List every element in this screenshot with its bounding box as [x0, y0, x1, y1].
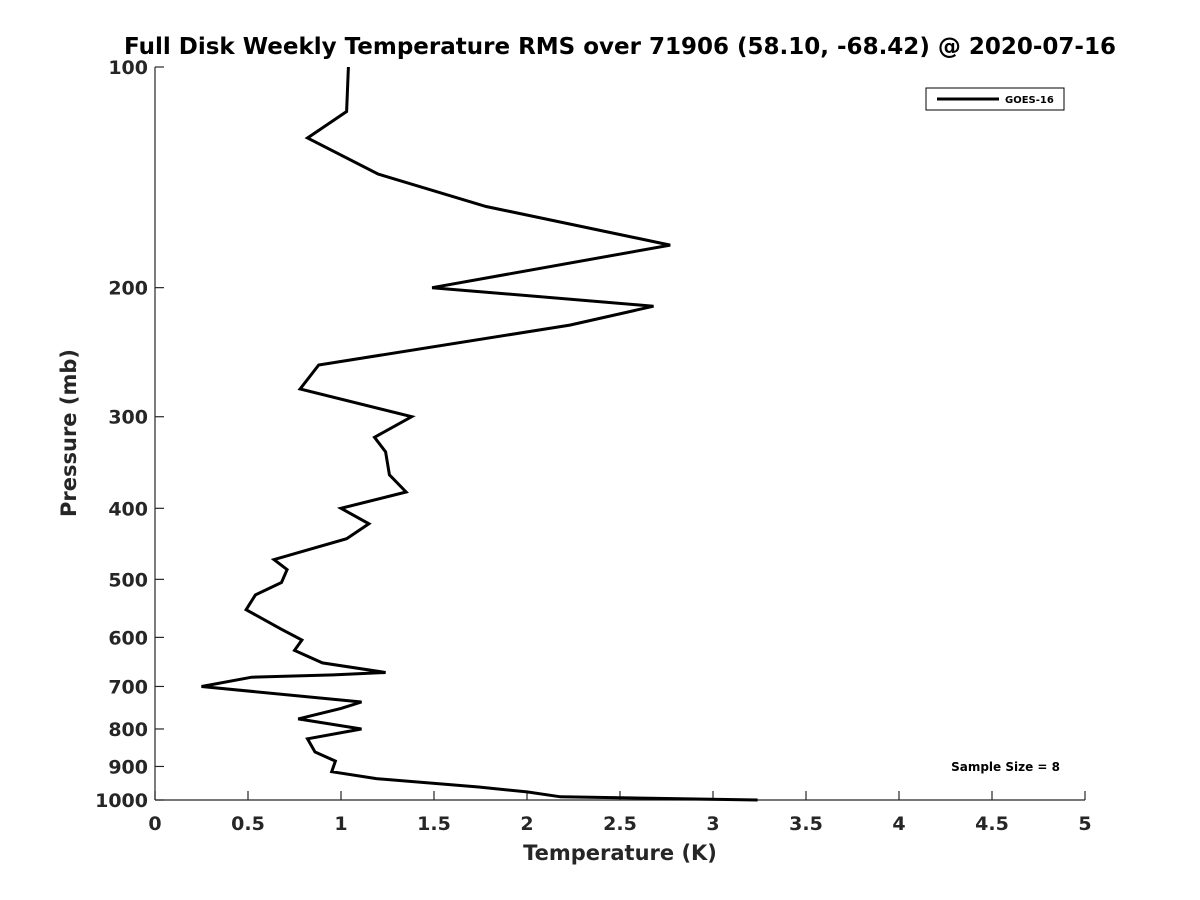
x-tick-label: 2: [520, 813, 533, 835]
x-ticks: 0 0.5 1 1.5 2 2.5 3 3.5 4 4.5 5: [148, 791, 1092, 835]
x-tick-label: 0: [148, 813, 161, 835]
legend-label-goes-16: GOES-16: [1005, 95, 1054, 106]
y-tick-label: 200: [108, 278, 148, 300]
series-line-goes-16: [201, 66, 758, 802]
y-tick-label: 800: [108, 719, 148, 741]
y-tick-label: 400: [108, 498, 148, 520]
y-tick-label: 500: [108, 569, 148, 591]
x-tick-label: 3: [706, 813, 719, 835]
chart-title: Full Disk Weekly Temperature RMS over 71…: [124, 34, 1116, 60]
x-tick-label: 1: [334, 813, 347, 835]
x-tick-label: 4.5: [975, 813, 1009, 835]
y-tick-label: 300: [108, 407, 148, 429]
x-tick-label: 0.5: [231, 813, 265, 835]
x-tick-label: 4: [892, 813, 905, 835]
y-tick-label: 700: [108, 676, 148, 698]
y-axis-label: Pressure (mb): [57, 349, 81, 517]
x-axis-label: Temperature (K): [523, 841, 717, 865]
x-tick-label: 1.5: [417, 813, 451, 835]
series-layer: [201, 66, 758, 802]
x-tick-label: 2.5: [603, 813, 637, 835]
y-tick-label: 900: [108, 756, 148, 778]
x-tick-label: 3.5: [789, 813, 823, 835]
y-ticks: 100 200 300 400 500 600 700 800 900 1000: [95, 57, 164, 812]
y-tick-label: 100: [108, 57, 148, 79]
legend: GOES-16: [925, 87, 1065, 111]
y-tick-label: 1000: [95, 790, 148, 812]
y-tick-label: 600: [108, 627, 148, 649]
x-tick-label: 5: [1078, 813, 1091, 835]
sample-size-annotation: Sample Size = 8: [951, 760, 1060, 774]
